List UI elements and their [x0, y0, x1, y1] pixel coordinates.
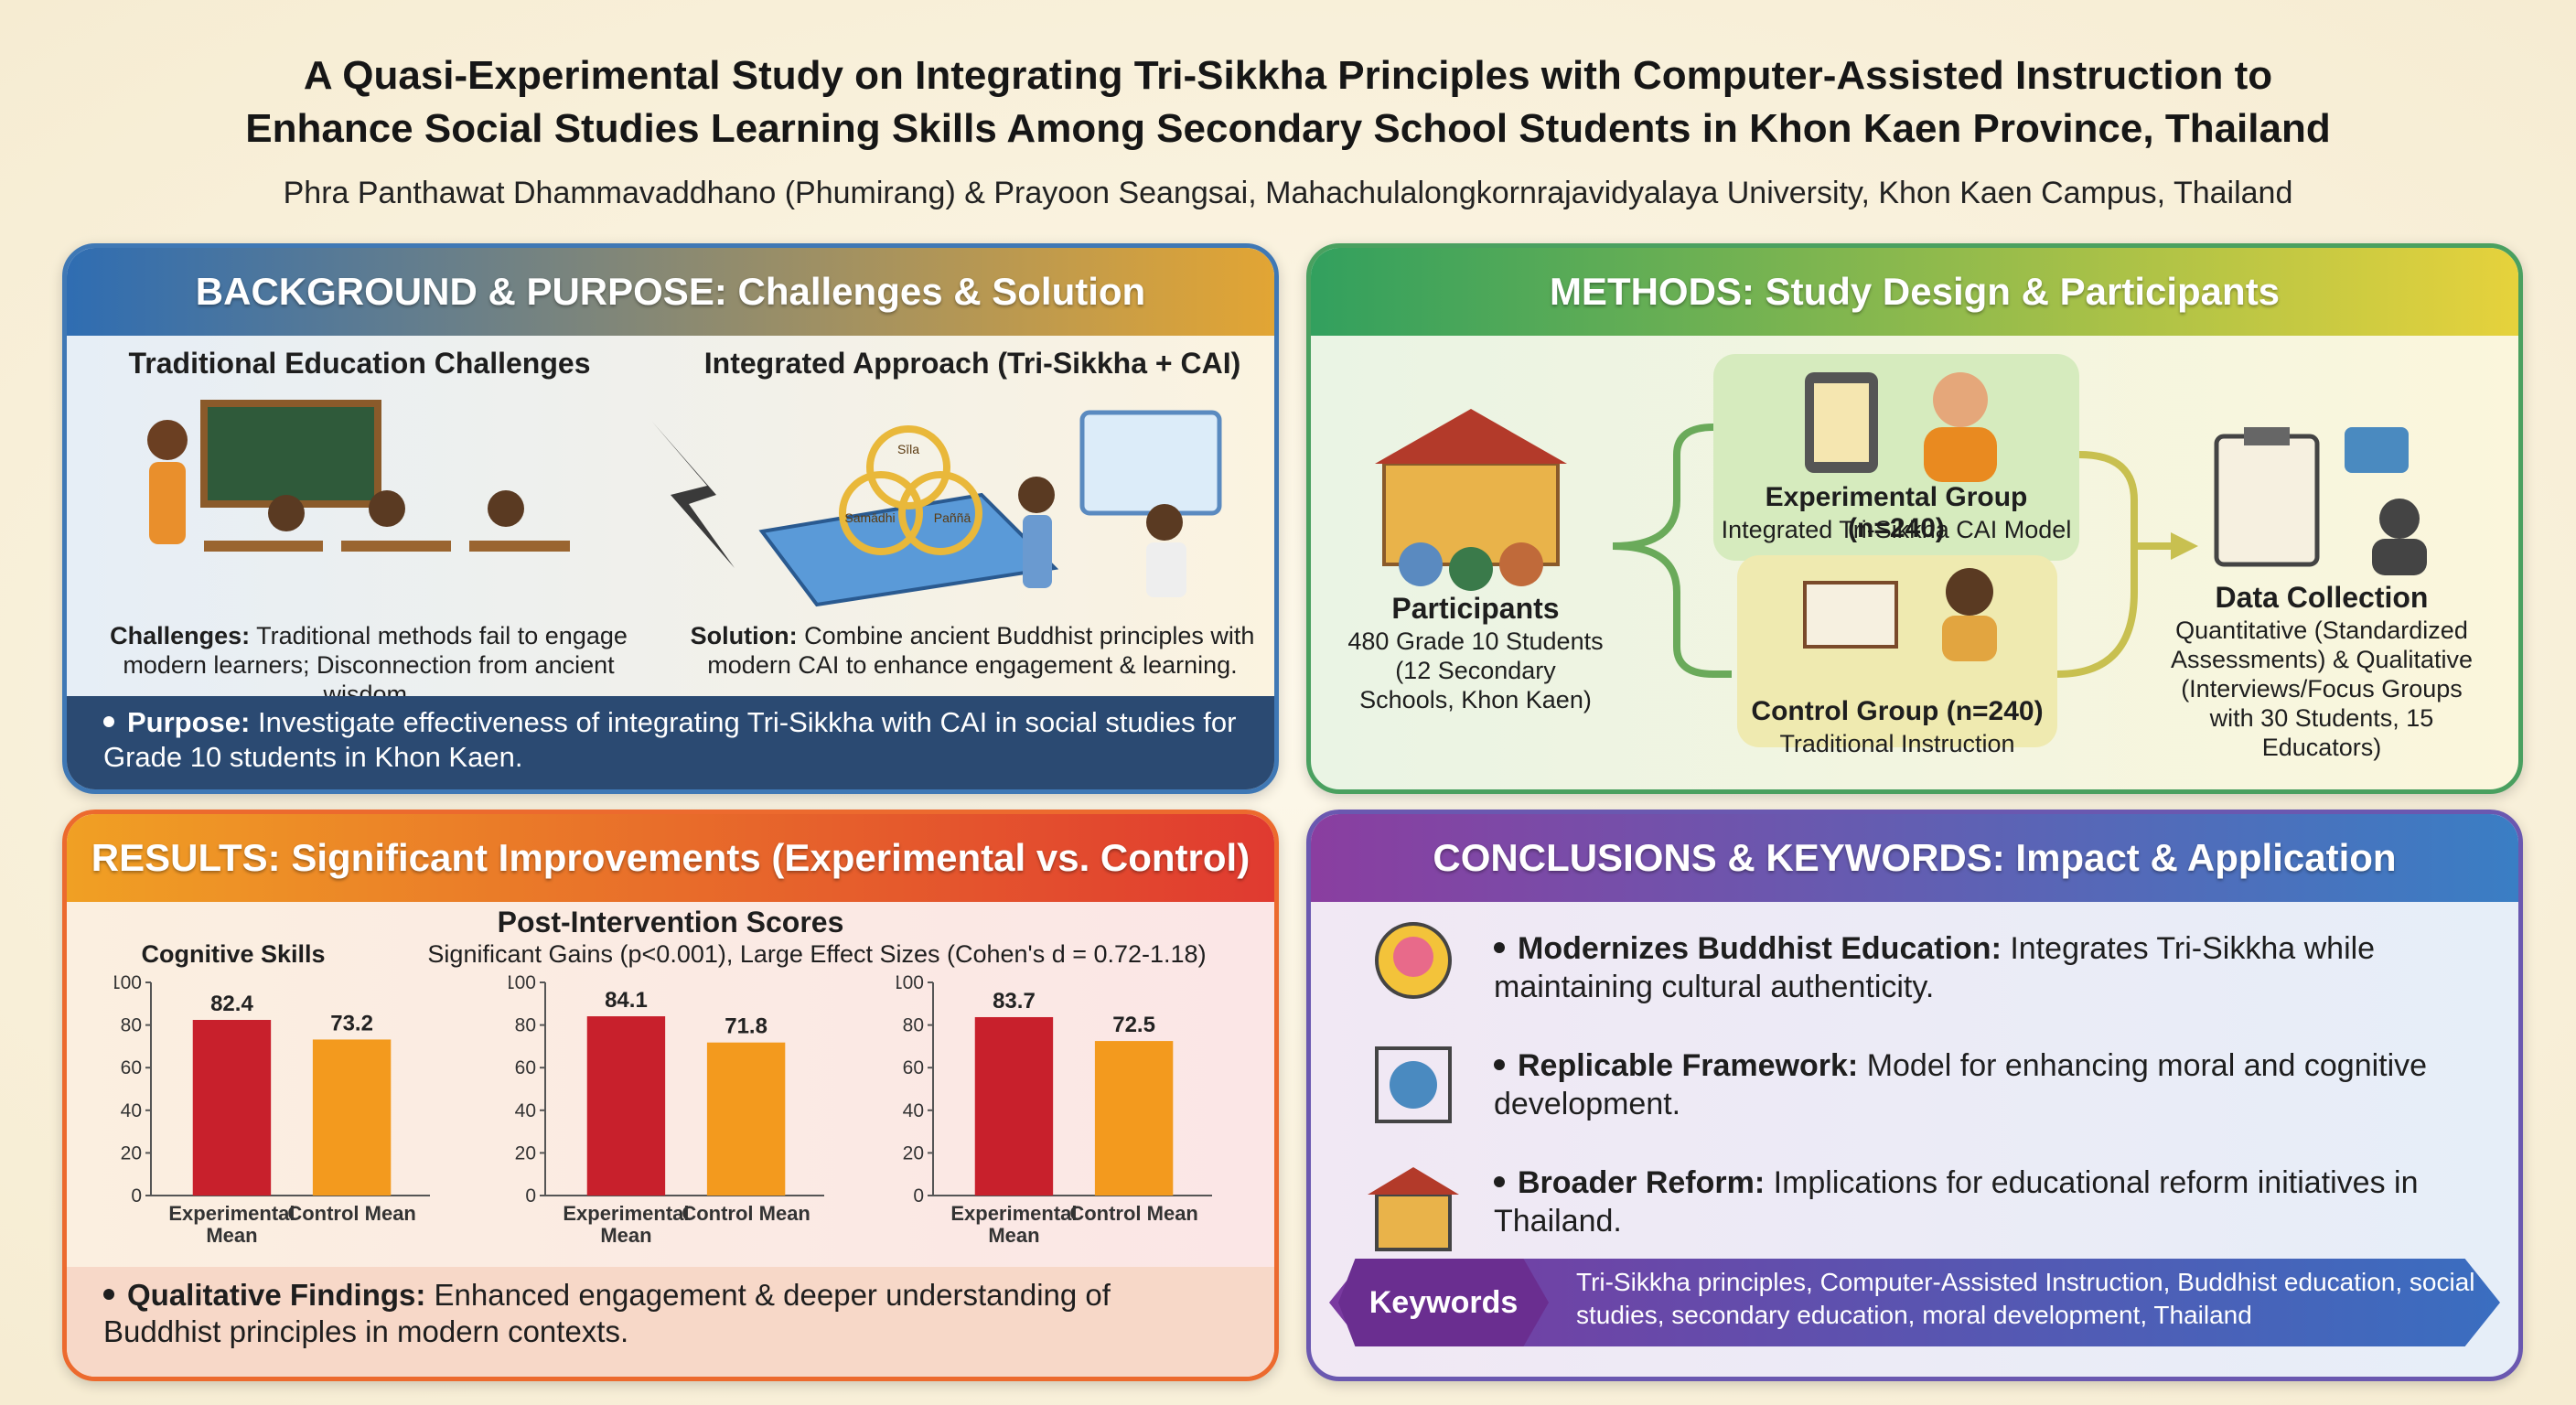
y-tick-label: 100 [509, 972, 536, 993]
participants-text: 480 Grade 10 Students (12 Secondary Scho… [1347, 627, 1604, 713]
chart-title: Cognitive Skills [141, 940, 326, 968]
x-tick-label: Experimental Mean [168, 1202, 295, 1247]
background-panel: BACKGROUND & PURPOSE: Challenges & Solut… [62, 243, 1279, 794]
bar-chart: 0 20 40 60 80 100 82.4 73.2 [114, 972, 430, 1207]
y-tick-label: 0 [525, 1185, 536, 1207]
value-label: 72.5 [1112, 1013, 1155, 1037]
y-tick-label: 40 [903, 1100, 924, 1121]
panel-heading: RESULTS: Significant Improvements (Exper… [67, 814, 1274, 902]
text: Investigate effectiveness of integrating… [103, 706, 1237, 773]
y-tick-label: 20 [903, 1142, 924, 1164]
conclusion-item: Replicable Framework: Model for enhancin… [1494, 1046, 2463, 1123]
value-label: 73.2 [330, 1011, 373, 1035]
label: Purpose: [127, 706, 251, 738]
purpose: Purpose: Investigate effectiveness of in… [103, 705, 1247, 775]
bar [586, 1016, 666, 1196]
x-tick-label: Control Mean [287, 1202, 416, 1225]
x-tick-label: Experimental Mean [950, 1202, 1078, 1247]
y-tick-label: 40 [515, 1100, 536, 1121]
y-tick-label: 80 [121, 1015, 142, 1036]
chart-title: Post-Intervention Scores [497, 906, 844, 938]
text: Enhanced engagement & deeper understandi… [103, 1278, 1111, 1348]
panel-heading: METHODS: Study Design & Participants [1311, 248, 2518, 336]
bar-chart: 0 20 40 60 80 100 84.1 71.8 [509, 972, 824, 1207]
y-tick-label: 0 [131, 1185, 142, 1207]
purpose-band [67, 696, 1274, 789]
control-title: Control Group (n=240) [1751, 696, 2044, 726]
subtitle: Integrated Approach (Tri-Sikkha + CAI) [703, 347, 1241, 380]
title-line: Enhance Social Studies Learning Skills A… [245, 106, 2331, 151]
y-tick-label: 60 [121, 1057, 142, 1078]
y-tick-label: 40 [121, 1100, 142, 1121]
conclusion-item: Broader Reform: Implications for educati… [1494, 1164, 2463, 1240]
authors: Phra Panthawat Dhammavaddhano (Phumirang… [283, 176, 2293, 210]
bar-chart: 0 20 40 60 80 100 83.7 72.5 [896, 972, 1212, 1207]
y-tick-label: 20 [515, 1142, 536, 1164]
data-collection-title: Data Collection [2215, 581, 2429, 614]
bar [1094, 1041, 1174, 1196]
bar [974, 1016, 1054, 1196]
text: Implications for educational reform init… [1494, 1165, 2419, 1239]
results-panel: RESULTS: Significant Improvements (Exper… [62, 810, 1279, 1381]
panel-heading: BACKGROUND & PURPOSE: Challenges & Solut… [67, 248, 1274, 336]
methods-panel: METHODS: Study Design & Participants Par… [1306, 243, 2523, 794]
y-tick-label: 80 [903, 1015, 924, 1036]
y-tick-label: 100 [114, 972, 142, 993]
value-label: 84.1 [605, 988, 648, 1013]
bar [312, 1039, 392, 1196]
value-label: 82.4 [210, 992, 253, 1016]
bar [706, 1042, 786, 1196]
y-tick-label: 60 [515, 1057, 536, 1078]
label: Qualitative Findings: [127, 1278, 426, 1312]
illustration: Sīla Samādhi Paññā [147, 400, 1222, 607]
keywords-label: Keywords [1338, 1259, 1549, 1346]
y-tick-label: 20 [121, 1142, 142, 1164]
y-tick-label: 100 [896, 972, 924, 993]
label: Broader Reform: [1518, 1165, 1766, 1200]
x-tick-label: Experimental Mean [563, 1202, 690, 1247]
tri-label: Samādhi [844, 510, 895, 525]
control-text: Traditional Instruction [1779, 730, 2015, 757]
icons [1368, 922, 1459, 1251]
x-tick-label: Control Mean [1069, 1202, 1198, 1225]
solution: Solution: Combine ancient Buddhist princ… [689, 621, 1256, 680]
chart: 0 20 40 60 80 100 82.4 73.2 Cognitive Skills Expe… [114, 940, 444, 1253]
chart: 0 20 40 60 80 100 84.1 71.8 Experimental Mean Con… [509, 960, 838, 1253]
label: Challenges: [110, 622, 251, 649]
data-collection-text: Quantitative (Standardized Assessments) … [2170, 617, 2474, 761]
value-label: 71.8 [724, 1014, 767, 1039]
qual-band [67, 1267, 1274, 1377]
panel-heading: CONCLUSIONS & KEYWORDS: Impact & Applica… [1311, 814, 2518, 902]
label: Modernizes Buddhist Education: [1518, 931, 2002, 966]
y-tick-label: 80 [515, 1015, 536, 1036]
qualitative: Qualitative Findings: Enhanced engagemen… [103, 1277, 1183, 1350]
value-label: 83.7 [993, 989, 1036, 1014]
label: Solution: [690, 622, 798, 649]
participants-title: Participants [1391, 592, 1560, 625]
y-tick-label: 0 [913, 1185, 924, 1207]
subtitle: Traditional Education Challenges [128, 347, 591, 380]
text: Combine ancient Buddhist principles with… [707, 622, 1255, 679]
x-tick-label: Control Mean [682, 1202, 810, 1225]
diagram [1375, 354, 2427, 747]
tri-label: Paññā [934, 510, 971, 525]
experimental-text: Integrated Tri-Sikkha CAI Model [1721, 516, 2072, 543]
experimental-title: Experimental Group (n=240) [1765, 482, 2028, 543]
conclusion-item: Modernizes Buddhist Education: Integrate… [1494, 929, 2463, 1006]
label: Replicable Framework: [1518, 1048, 1859, 1083]
chart-subtitle: Significant Gains (p<0.001), Large Effec… [427, 940, 1207, 968]
title-line: A Quasi-Experimental Study on Integratin… [303, 53, 2273, 98]
text: Integrates Tri-Sikkha while maintaining … [1494, 931, 2376, 1004]
keywords: Tri-Sikkha principles, Computer-Assisted… [1576, 1268, 2475, 1329]
tri-label: Sīla [897, 442, 919, 456]
bar [192, 1020, 272, 1196]
text: Model for enhancing moral and cognitive … [1494, 1048, 2428, 1121]
y-tick-label: 60 [903, 1057, 924, 1078]
chart: 0 20 40 60 80 100 83.7 72.5 Experimental Mean Con… [896, 960, 1226, 1253]
conclusions-panel: CONCLUSIONS & KEYWORDS: Impact & Applica… [1306, 810, 2523, 1381]
